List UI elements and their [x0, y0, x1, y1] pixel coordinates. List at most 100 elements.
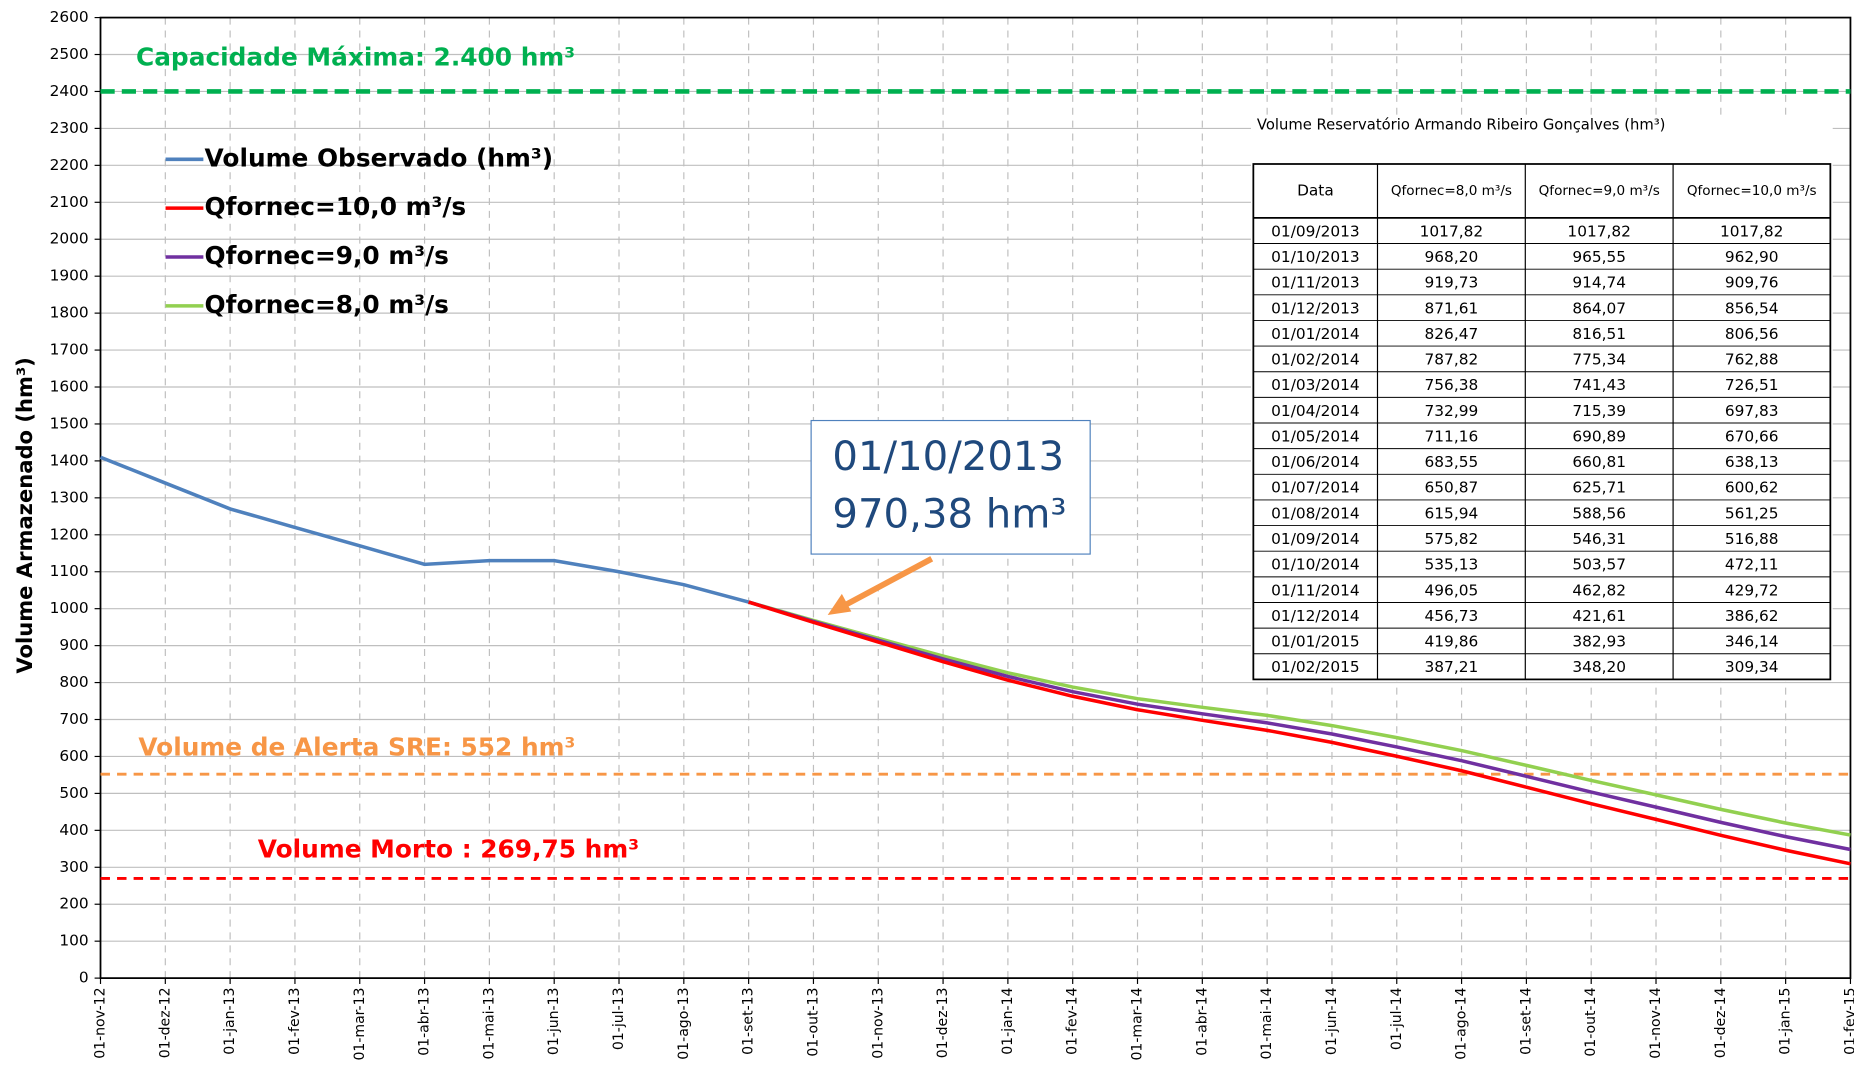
- x-tick-label: 01-nov-12: [92, 987, 108, 1058]
- table-cell: 01/05/2014: [1271, 428, 1359, 446]
- annotation-box: [810, 419, 1091, 555]
- table-cell: 775,34: [1572, 351, 1626, 369]
- legend-label: Qfornec=8,0 m³/s: [205, 290, 449, 319]
- table-cell: 914,74: [1572, 274, 1626, 292]
- table-cell: 588,56: [1572, 504, 1626, 522]
- y-tick-label: 1900: [50, 267, 89, 285]
- table-cell: 01/04/2014: [1271, 402, 1359, 420]
- x-tick-label: 01-jul-13: [611, 987, 627, 1050]
- table-cell: 456,73: [1425, 607, 1479, 625]
- annotation-arrow: [840, 556, 934, 610]
- x-tick-label: 01-out-13: [805, 987, 821, 1056]
- table-cell: 472,11: [1725, 556, 1779, 574]
- series-line: [748, 600, 1851, 866]
- y-tick-label: 400: [59, 821, 88, 839]
- y-tick-label: 100: [59, 932, 88, 950]
- table-cell: 864,07: [1572, 299, 1626, 317]
- y-tick-label: 2100: [50, 193, 89, 211]
- table-frame: [1252, 163, 1832, 681]
- y-tick-label: 1800: [50, 304, 89, 322]
- table-cell: 575,82: [1425, 530, 1479, 548]
- table-cell: 546,31: [1572, 530, 1626, 548]
- table-cell: 697,83: [1725, 402, 1779, 420]
- table-background: [1250, 114, 1833, 682]
- table-cell: 806,56: [1725, 325, 1779, 343]
- legend-label: Qfornec=9,0 m³/s: [205, 241, 449, 270]
- table-cell: 503,57: [1572, 556, 1626, 574]
- series-line: [99, 455, 750, 604]
- table-cell: 787,82: [1425, 351, 1479, 369]
- table-cell: 561,25: [1725, 504, 1779, 522]
- y-tick-label: 1300: [50, 488, 89, 506]
- x-tick-label: 01-set-14: [1518, 987, 1534, 1054]
- table-cell: 01/08/2014: [1271, 504, 1359, 522]
- table-cell: 01/06/2014: [1271, 453, 1359, 471]
- table-cell: 429,72: [1725, 581, 1779, 599]
- x-tick-label: 01-dez-13: [935, 987, 951, 1058]
- y-tick-label: 1600: [50, 378, 89, 396]
- y-tick-label: 2400: [50, 82, 89, 100]
- x-tick-label: 01-out-14: [1583, 987, 1599, 1056]
- table-header: Qfornec=10,0 m³/s: [1687, 183, 1817, 199]
- y-tick-label: 1700: [50, 341, 89, 359]
- x-tick-label: 01-fev-15: [1842, 987, 1854, 1054]
- table-cell: 965,55: [1572, 248, 1626, 266]
- table-header: Qfornec=8,0 m³/s: [1391, 183, 1512, 199]
- x-tick-label: 01-mar-13: [352, 987, 368, 1060]
- y-tick-label: 1200: [50, 525, 89, 543]
- annotation-text: 01/10/2013: [832, 434, 1064, 480]
- table-cell: 726,51: [1725, 376, 1779, 394]
- table-cell: 462,82: [1572, 581, 1626, 599]
- y-tick-label: 1500: [50, 415, 89, 433]
- table-cell: 715,39: [1572, 402, 1626, 420]
- table-cell: 711,16: [1425, 428, 1479, 446]
- x-tick-label: 01-jan-14: [1000, 987, 1016, 1054]
- table-cell: 01/02/2015: [1271, 658, 1359, 676]
- y-tick-label: 700: [59, 710, 88, 728]
- y-tick-label: 2500: [50, 45, 89, 63]
- table-cell: 1017,82: [1720, 222, 1783, 240]
- table-title: Volume Reservatório Armando Ribeiro Gonç…: [1257, 116, 1666, 133]
- table-cell: 348,20: [1572, 658, 1626, 676]
- x-tick-label: 01-set-13: [741, 987, 757, 1054]
- legend-label: Volume Observado (hm³): [205, 143, 554, 172]
- y-tick-label: 600: [59, 747, 88, 765]
- table-cell: 1017,82: [1420, 222, 1483, 240]
- table-cell: 871,61: [1425, 299, 1479, 317]
- table-cell: 496,05: [1425, 581, 1479, 599]
- table-cell: 382,93: [1572, 633, 1626, 651]
- reference-label: Capacidade Máxima: 2.400 hm³: [136, 43, 575, 72]
- x-tick-label: 01-fev-13: [287, 987, 303, 1054]
- x-tick-label: 01-ago-14: [1454, 987, 1470, 1059]
- table-cell: 01/11/2014: [1271, 581, 1359, 599]
- x-tick-label: 01-dez-14: [1713, 987, 1729, 1058]
- y-tick-label: 2300: [50, 119, 89, 137]
- table-cell: 650,87: [1425, 479, 1479, 497]
- x-tick-label: 01-abr-14: [1194, 987, 1210, 1055]
- table-cell: 01/07/2014: [1271, 479, 1359, 497]
- reference-label: Volume de Alerta SRE: 552 hm³: [138, 732, 575, 761]
- table-cell: 762,88: [1725, 351, 1779, 369]
- y-tick-label: 800: [59, 673, 88, 691]
- table-cell: 309,34: [1725, 658, 1779, 676]
- x-tick-label: 01-jun-13: [546, 987, 562, 1055]
- table-cell: 741,43: [1572, 376, 1626, 394]
- table-cell: 01/01/2015: [1271, 633, 1359, 651]
- y-tick-label: 900: [59, 636, 88, 654]
- plot-frame: [99, 16, 1852, 979]
- table-cell: 01/11/2013: [1271, 274, 1359, 292]
- y-tick-label: 2000: [50, 230, 89, 248]
- table-cell: 01/02/2014: [1271, 351, 1359, 369]
- table-cell: 968,20: [1425, 248, 1479, 266]
- table-cell: 962,90: [1725, 248, 1779, 266]
- annotation-text: 970,38 hm³: [832, 492, 1066, 538]
- table-cell: 386,62: [1725, 607, 1779, 625]
- table-cell: 01/01/2014: [1271, 325, 1359, 343]
- table-cell: 1017,82: [1567, 222, 1630, 240]
- table-cell: 419,86: [1425, 633, 1479, 651]
- table-cell: 600,62: [1725, 479, 1779, 497]
- table-cell: 856,54: [1725, 299, 1779, 317]
- y-tick-label: 500: [59, 784, 88, 802]
- table-cell: 421,61: [1572, 607, 1626, 625]
- table-cell: 01/03/2014: [1271, 376, 1359, 394]
